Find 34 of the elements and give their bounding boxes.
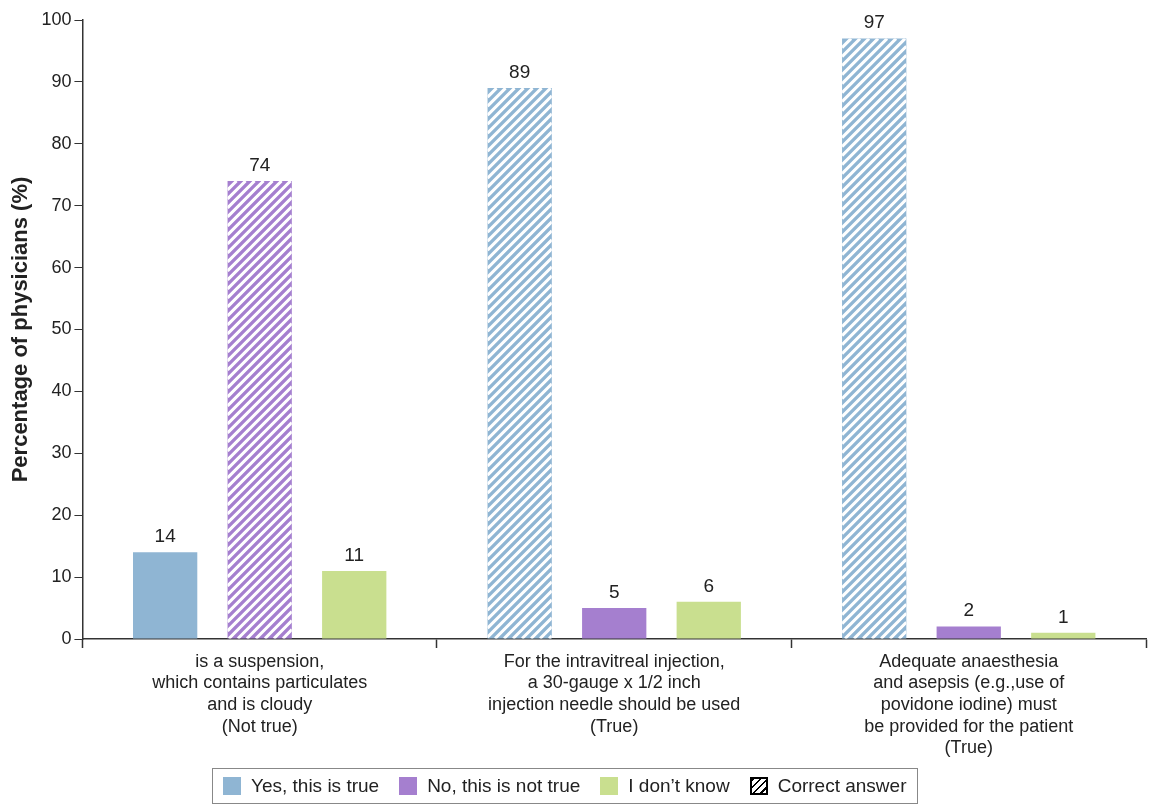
- x-tick-label: is a suspension, which contains particulates and is cloudy (Not true): [151, 650, 368, 736]
- y-tick-label: 0: [61, 627, 72, 648]
- bar: [322, 570, 387, 639]
- bar: [936, 626, 1001, 639]
- legend-label: Yes, this is true: [251, 775, 380, 797]
- data-label: 2: [963, 599, 975, 621]
- bar: [676, 601, 741, 639]
- y-tick-label: 20: [51, 504, 72, 525]
- bar: [582, 608, 647, 639]
- y-axis-title: Percentage of physicians (%): [7, 176, 33, 483]
- legend-label: Correct answer: [777, 775, 907, 797]
- data-label: 74: [249, 153, 271, 175]
- y-tick-label: 50: [51, 318, 72, 339]
- x-tick-label: Adequate anaesthesia and asepsis (e.g.,use of povidone iodine) must be provided for the patient (True): [864, 650, 1074, 758]
- data-label: 11: [344, 543, 365, 565]
- data-label: 1: [1057, 605, 1069, 627]
- data-label: 97: [863, 11, 885, 33]
- data-label: 6: [703, 574, 715, 596]
- x-tick-label: For the intravitreal injection, a 30-gauge x 1/2 inch injection needle should be used (True): [488, 650, 741, 736]
- y-tick-label: 100: [41, 8, 72, 29]
- legend-label: I don’t know: [628, 775, 730, 797]
- data-label: 5: [608, 580, 620, 602]
- bar: [1031, 632, 1096, 639]
- y-tick-label: 60: [51, 256, 72, 277]
- legend-label: No, this is not true: [427, 775, 581, 797]
- bar: [133, 552, 198, 639]
- y-tick-label: 10: [51, 566, 72, 587]
- y-tick-label: 90: [51, 70, 72, 91]
- y-tick-label: 70: [51, 194, 72, 215]
- data-label: 89: [509, 60, 531, 82]
- y-tick-label: 40: [51, 380, 72, 401]
- y-tick-label: 80: [51, 132, 72, 153]
- y-tick-label: 30: [51, 442, 72, 463]
- data-label: 14: [154, 525, 177, 547]
